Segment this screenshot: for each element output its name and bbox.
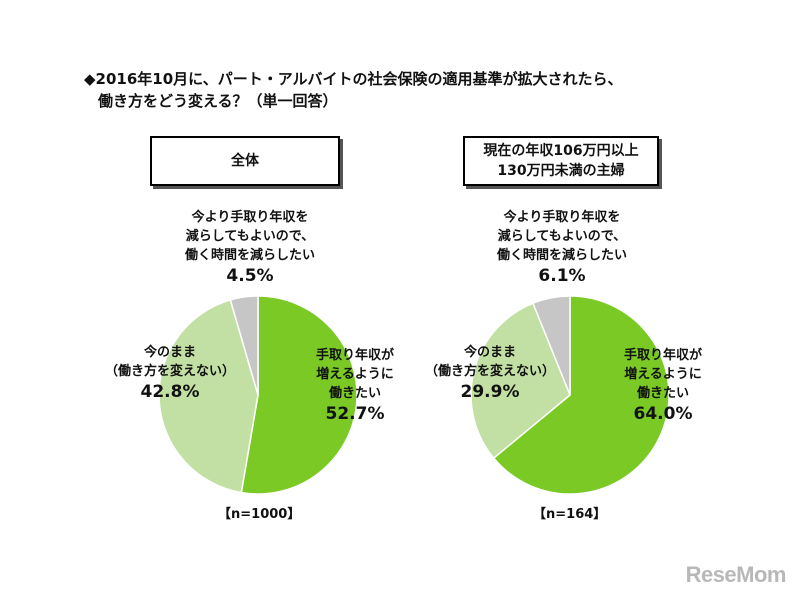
right-sample-size: 【n=164】	[533, 507, 607, 522]
right-nochange-line-1: 今のまま	[463, 345, 516, 360]
left-reduce-line-3: 働く時間を減らしたい	[184, 248, 315, 263]
right-reduce-line-3: 働く時間を減らしたい	[496, 248, 627, 263]
right-increase-line-2: 増えるように	[624, 367, 702, 382]
left-increase-line-2: 増えるように	[316, 367, 394, 382]
right-nochange-value: 29.9%	[460, 382, 520, 402]
right-slice-label-reduce-hours: 今より手取り年収を 減らしてもよいので、 働く時間を減らしたい 6.1%	[462, 208, 662, 287]
pie-1-slice-increase	[492, 295, 670, 495]
left-increase-line-1: 手取り年収が	[315, 348, 394, 363]
right-reduce-line-2: 減らしてもよいので、	[497, 229, 627, 244]
right-slice-label-no-change: 今のまま （働き方を変えない） 29.9%	[405, 343, 575, 403]
left-reduce-line-1: 今より手取り年収を	[191, 210, 309, 225]
left-increase-line-3: 働きたい	[328, 386, 381, 401]
pie-0-slice-reduce-hours	[229, 295, 259, 396]
left-slice-label-reduce-hours: 今より手取り年収を 減らしてもよいので、 働く時間を減らしたい 4.5%	[150, 208, 350, 287]
right-nochange-line-2: （働き方を変えない）	[424, 364, 555, 379]
left-slice-label-increase: 手取り年収が 増えるように 働きたい 52.7%	[290, 346, 420, 425]
left-nochange-line-1: 今のまま	[143, 345, 196, 360]
pie-0-slice-no-change	[158, 298, 259, 494]
pie-chart-housewives	[470, 295, 670, 495]
left-chart-title: 全体	[231, 153, 259, 169]
title-line-2: 働き方をどう変える？（単一回答）	[98, 92, 338, 110]
chart-title: ◆2016年10月に、パート・アルバイトの社会保険の適用基準が拡大されたら、 働…	[84, 68, 724, 112]
left-slice-label-no-change: 今のまま （働き方を変えない） 42.8%	[85, 343, 255, 403]
right-increase-value: 64.0%	[633, 404, 693, 424]
pie-chart-all	[158, 295, 358, 495]
pie-0-slice-increase	[240, 295, 358, 495]
left-chart-title-box: 全体	[150, 136, 340, 186]
right-slice-label-increase: 手取り年収が 増えるように 働きたい 64.0%	[598, 346, 728, 425]
right-reduce-line-1: 今より手取り年収を	[503, 210, 621, 225]
right-chart-title-line-2: 130万円未満の主婦	[497, 163, 625, 179]
title-line-1: ◆2016年10月に、パート・アルバイトの社会保険の適用基準が拡大されたら、	[84, 70, 623, 88]
resemom-logo: ReseMom	[685, 562, 787, 587]
left-sample-size: 【n=1000】	[218, 507, 301, 522]
right-increase-line-3: 働きたい	[636, 386, 689, 401]
right-chart-title-box: 現在の年収106万円以上 130万円未満の主婦	[463, 136, 659, 186]
left-reduce-value: 4.5%	[226, 266, 274, 286]
left-nochange-value: 42.8%	[140, 382, 200, 402]
right-reduce-value: 6.1%	[538, 266, 586, 286]
left-nochange-line-2: （働き方を変えない）	[104, 364, 235, 379]
left-reduce-line-2: 減らしてもよいので、	[185, 229, 315, 244]
pie-1-slice-no-change	[470, 302, 571, 460]
right-increase-line-1: 手取り年収が	[623, 348, 702, 363]
right-chart-title-line-1: 現在の年収106万円以上	[483, 143, 639, 159]
pie-1-slice-reduce-hours	[532, 295, 571, 396]
left-increase-value: 52.7%	[325, 404, 385, 424]
